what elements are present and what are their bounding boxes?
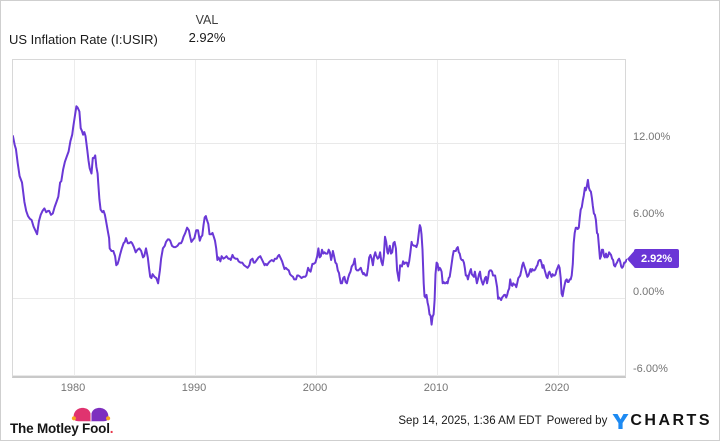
x-axis-label: 1980 xyxy=(60,382,86,394)
inflation-line xyxy=(13,105,627,326)
current-value-label: 2.92% xyxy=(641,252,673,265)
x-axis-label: 2000 xyxy=(302,382,328,394)
inflation-line-chart xyxy=(13,105,627,326)
v-gridline xyxy=(437,60,438,376)
plot-area xyxy=(12,59,627,378)
footer-attribution: Sep 14, 2025, 1:36 AM EDT Powered by CHA… xyxy=(398,412,712,430)
timestamp: Sep 14, 2025, 1:36 AM EDT xyxy=(398,415,542,427)
value-column: VAL 2.92% xyxy=(167,13,247,45)
motley-fool-wordmark: The Motley Fool. xyxy=(10,421,113,436)
y-axis-label: -6.00% xyxy=(633,363,668,375)
y-axis-label: 6.00% xyxy=(633,208,665,220)
v-gridline xyxy=(558,60,559,376)
chart-title: US Inflation Rate (I:USIR) xyxy=(9,32,158,47)
x-axis-label: 2020 xyxy=(544,382,570,394)
val-column-value: 2.92% xyxy=(188,30,226,45)
current-value-badge: 2.92% xyxy=(634,249,680,268)
val-column-header: VAL xyxy=(195,13,219,27)
powered-by-label: Powered by xyxy=(546,415,608,427)
ycharts-y-icon xyxy=(612,413,629,429)
v-gridline xyxy=(74,60,75,376)
v-gridline xyxy=(316,60,317,376)
h-gridline xyxy=(13,142,625,144)
motley-fool-text: The Motley Fool xyxy=(10,421,110,436)
ycharts-wordmark: CHARTS xyxy=(630,412,712,429)
motley-fool-jester-hat-icon xyxy=(71,407,111,422)
x-axis-label: 1990 xyxy=(181,382,207,394)
y-axis-label: 12.00% xyxy=(633,130,671,143)
h-gridline xyxy=(13,297,625,299)
x-axis-label: 2010 xyxy=(423,382,449,394)
v-gridline xyxy=(195,60,196,376)
h-gridline xyxy=(13,375,625,376)
ycharts-logo: CHARTS xyxy=(612,412,712,430)
motley-fool-period: . xyxy=(109,421,114,436)
y-axis-label: 0.00% xyxy=(633,285,665,298)
h-gridline xyxy=(13,220,625,221)
